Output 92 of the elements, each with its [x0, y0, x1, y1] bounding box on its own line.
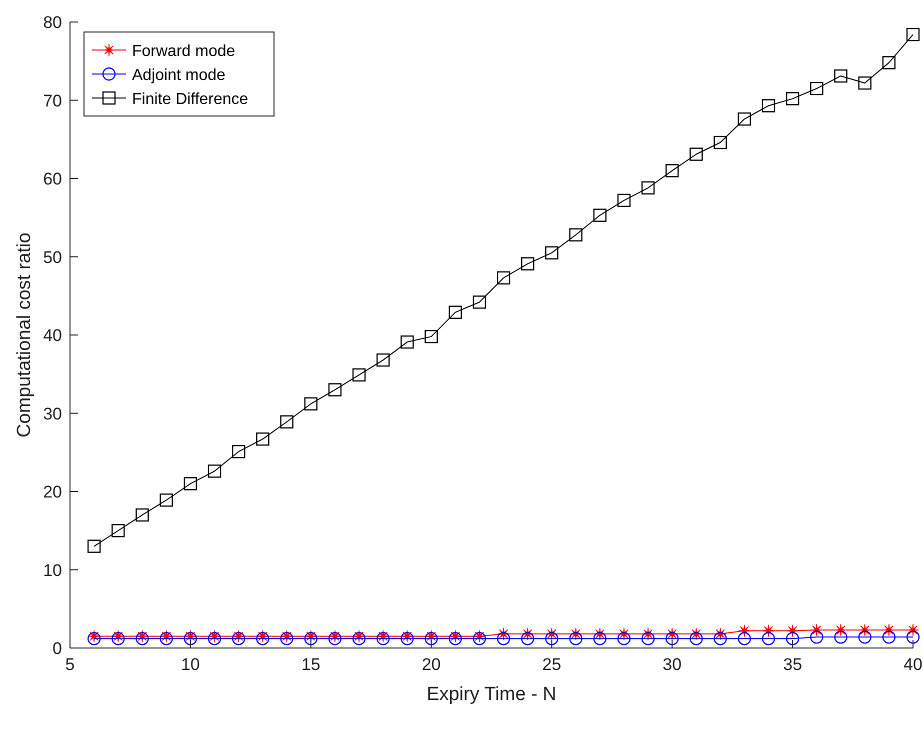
- point: [160, 494, 173, 507]
- point: [376, 353, 390, 367]
- point: [376, 632, 390, 646]
- point: [472, 296, 486, 309]
- point: [810, 630, 824, 644]
- point: [232, 444, 246, 458]
- point: [545, 246, 558, 260]
- y-tick-label: 50: [43, 248, 62, 267]
- x-axis-title: Expiry Time - N: [426, 684, 556, 705]
- point: [690, 632, 703, 646]
- x-tick-label: 30: [662, 655, 682, 674]
- point: [208, 464, 222, 478]
- point: [208, 632, 222, 646]
- y-tick-label: 40: [43, 326, 62, 345]
- point: [304, 632, 318, 646]
- point: [641, 632, 655, 646]
- point: [906, 630, 920, 644]
- y-tick-label: 80: [43, 13, 62, 32]
- x-tick-label: 25: [542, 655, 562, 674]
- point: [448, 632, 462, 646]
- point: [666, 632, 679, 646]
- legend-label: Forward mode: [132, 43, 236, 60]
- point: [738, 112, 751, 126]
- point: [786, 92, 800, 106]
- point: [521, 257, 534, 270]
- point: [666, 164, 679, 178]
- point: [738, 632, 751, 646]
- legend-label: Adjoint mode: [132, 67, 226, 84]
- point: [762, 99, 776, 112]
- y-tick-label: 60: [43, 170, 62, 188]
- y-axis-title: Computational cost ratio: [14, 232, 35, 438]
- point: [593, 632, 606, 646]
- y-tick-label: 20: [43, 482, 62, 502]
- point: [569, 228, 582, 242]
- point: [858, 630, 872, 644]
- point: [521, 632, 534, 646]
- point: [256, 432, 270, 446]
- point: [352, 632, 366, 646]
- point: [424, 632, 438, 646]
- point: [882, 56, 896, 70]
- x-tick-label: 20: [422, 655, 441, 674]
- point: [762, 632, 776, 646]
- point: [280, 632, 294, 646]
- y-tick-label: 10: [43, 560, 62, 580]
- point: [714, 632, 727, 646]
- point: [641, 181, 655, 194]
- point: [232, 632, 246, 646]
- legend-label: Finite Difference: [132, 91, 248, 108]
- point: [593, 208, 606, 222]
- point: [545, 632, 558, 646]
- point: [184, 477, 198, 490]
- x-tick-label: 40: [904, 655, 922, 674]
- x-tick-label: 5: [65, 655, 75, 674]
- point: [496, 271, 510, 284]
- point: [810, 82, 824, 96]
- point: [280, 415, 294, 428]
- point: [112, 524, 125, 538]
- x-tick-label: 15: [301, 655, 320, 674]
- point: [424, 330, 438, 344]
- point: [617, 194, 631, 208]
- y-tick-label: 70: [43, 91, 62, 110]
- point: [256, 632, 270, 646]
- point: [328, 383, 342, 396]
- y-tick-label: 30: [43, 404, 62, 424]
- point: [834, 69, 848, 83]
- point: [112, 632, 125, 646]
- point: [400, 632, 414, 646]
- point: [184, 632, 198, 646]
- point: [617, 632, 631, 646]
- point: [714, 136, 727, 150]
- point: [87, 632, 101, 646]
- point: [834, 630, 848, 644]
- point: [400, 335, 414, 349]
- point: [448, 306, 462, 319]
- x-tick-label: 10: [180, 655, 200, 674]
- point: [160, 632, 173, 646]
- point: [496, 632, 510, 646]
- point: [858, 76, 872, 90]
- y-tick-label: 0: [52, 639, 62, 658]
- point: [690, 148, 703, 161]
- point: [136, 508, 149, 522]
- point: [882, 630, 896, 644]
- point: [328, 632, 342, 646]
- point: [906, 28, 920, 42]
- point: [304, 397, 318, 410]
- point: [352, 368, 366, 382]
- point: [136, 632, 149, 646]
- point: [786, 632, 800, 646]
- x-tick-label: 35: [783, 655, 802, 674]
- point: [472, 632, 486, 646]
- point: [569, 632, 582, 646]
- point: [87, 540, 101, 553]
